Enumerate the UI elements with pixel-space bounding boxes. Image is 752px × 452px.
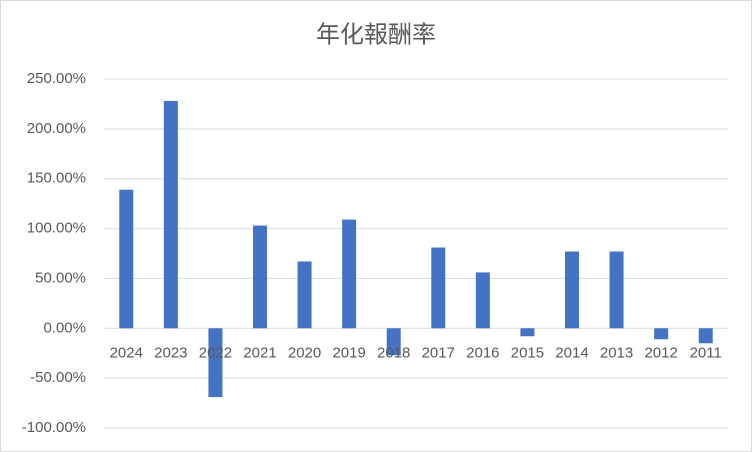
x-tick-label: 2023 [154, 344, 187, 361]
bar [431, 247, 446, 329]
x-tick-label: 2021 [243, 344, 276, 361]
y-tick-label: 250.00% [27, 70, 86, 87]
bar [565, 251, 579, 329]
bar [163, 100, 178, 329]
bar [520, 328, 535, 337]
x-tick-label: 2020 [288, 344, 321, 361]
bar [386, 328, 401, 356]
x-tick-label: 2016 [466, 344, 499, 361]
bar [698, 328, 713, 344]
bar [654, 328, 669, 340]
x-tick-label: 2012 [644, 344, 677, 361]
y-tick-label: 150.00% [27, 170, 86, 187]
bar [119, 189, 134, 329]
bar [342, 219, 357, 329]
x-tick-label: 2011 [690, 344, 722, 361]
bar [475, 272, 490, 329]
y-tick-label: 50.00% [35, 269, 86, 286]
bar [208, 328, 223, 398]
y-tick-label: 0.00% [43, 319, 86, 336]
x-tick-label: 2019 [332, 344, 365, 361]
x-tick-label: 2018 [377, 344, 410, 361]
x-tick-label: 2013 [600, 344, 633, 361]
chart-title: 年化報酬率 [316, 21, 436, 48]
x-tick-label: 2014 [555, 344, 588, 361]
y-tick-label: -100.00% [22, 419, 86, 436]
x-tick-label: 2024 [110, 344, 143, 361]
bar [297, 261, 312, 329]
x-tick-label: 2017 [422, 344, 455, 361]
x-tick-label: 2015 [511, 344, 544, 361]
x-tick-label: 2022 [199, 344, 232, 361]
bar [609, 251, 624, 329]
y-tick-label: -50.00% [30, 369, 86, 386]
bar [253, 225, 267, 329]
y-tick-label: 100.00% [27, 220, 86, 237]
y-tick-label: 200.00% [27, 120, 86, 137]
